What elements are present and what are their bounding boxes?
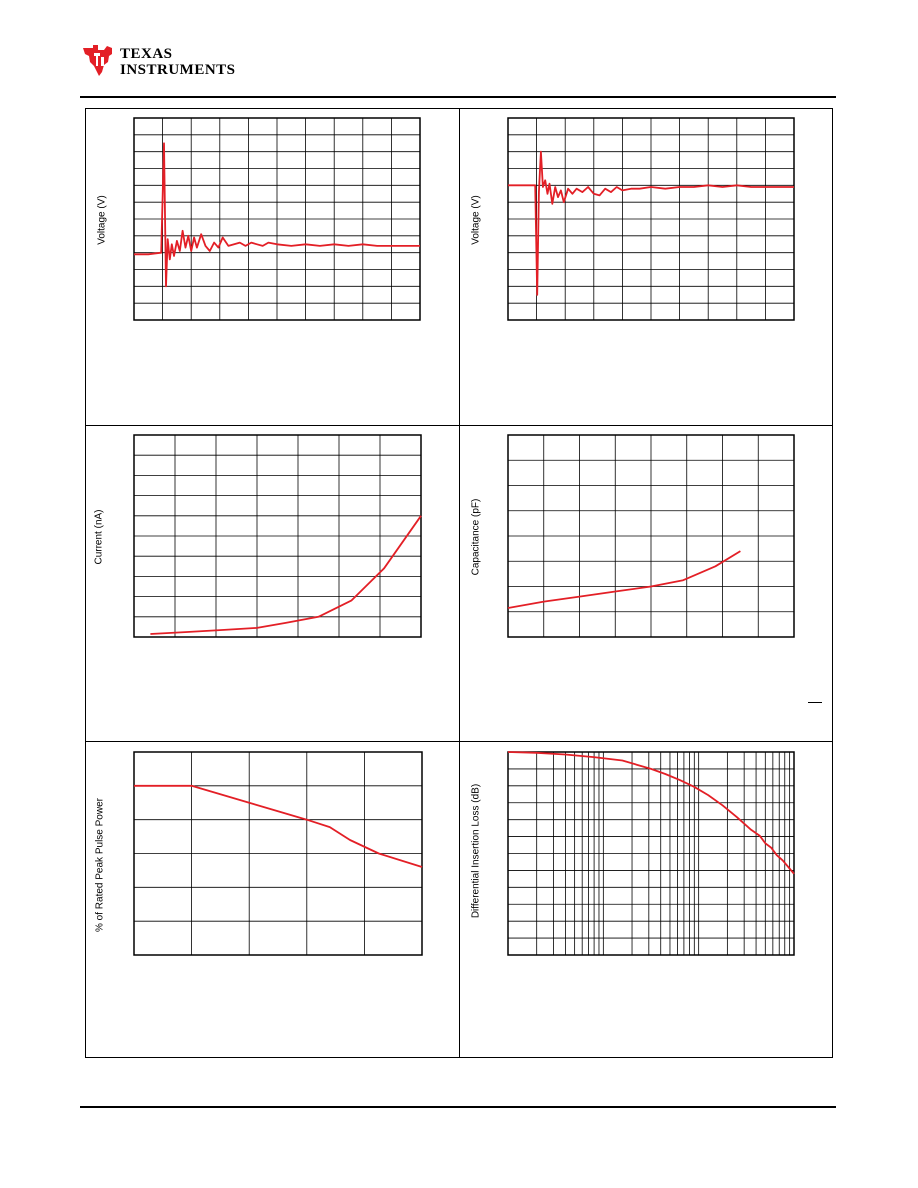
chart-4-series-0 bbox=[507, 550, 741, 609]
ti-logo: Texas Instruments bbox=[80, 42, 240, 84]
chart-2-series-0 bbox=[508, 150, 794, 296]
chart-3-ylabel: Current (nA) bbox=[93, 509, 105, 565]
chart-5-plot-frame bbox=[133, 751, 423, 956]
chart-1-plot-frame bbox=[133, 117, 421, 321]
chart-6-plot-frame bbox=[507, 751, 795, 956]
chart-2 bbox=[507, 117, 795, 321]
chart-3-plot-frame bbox=[133, 434, 422, 638]
chart-4 bbox=[507, 434, 795, 638]
chart-3-series-0 bbox=[150, 515, 422, 635]
chart-2-plot-frame bbox=[507, 117, 795, 321]
chart-6 bbox=[507, 751, 795, 956]
ti-logo-line1: Texas bbox=[120, 46, 173, 62]
chart-5 bbox=[133, 751, 423, 956]
chart-6-series-0 bbox=[507, 751, 795, 875]
chart-3 bbox=[133, 434, 422, 638]
chart-1-ylabel: Voltage (V) bbox=[96, 195, 108, 245]
chart-6-ylabel: Differential Insertion Loss (dB) bbox=[470, 783, 482, 919]
chart-5-ylabel: % of Rated Peak Pulse Power bbox=[94, 798, 106, 932]
chart-4-plot-frame bbox=[507, 434, 795, 638]
footer-rule bbox=[80, 1106, 836, 1108]
chart-4-ylabel: Capacitance (pF) bbox=[470, 498, 482, 576]
chart-2-ylabel: Voltage (V) bbox=[470, 195, 482, 245]
ti-logo-icon bbox=[83, 45, 112, 76]
header-rule bbox=[80, 96, 836, 98]
chart-1-series-0 bbox=[134, 142, 420, 288]
chart-5-series-0 bbox=[134, 784, 423, 868]
chart-1 bbox=[133, 117, 421, 321]
ti-logo-line2: Instruments bbox=[120, 62, 236, 78]
